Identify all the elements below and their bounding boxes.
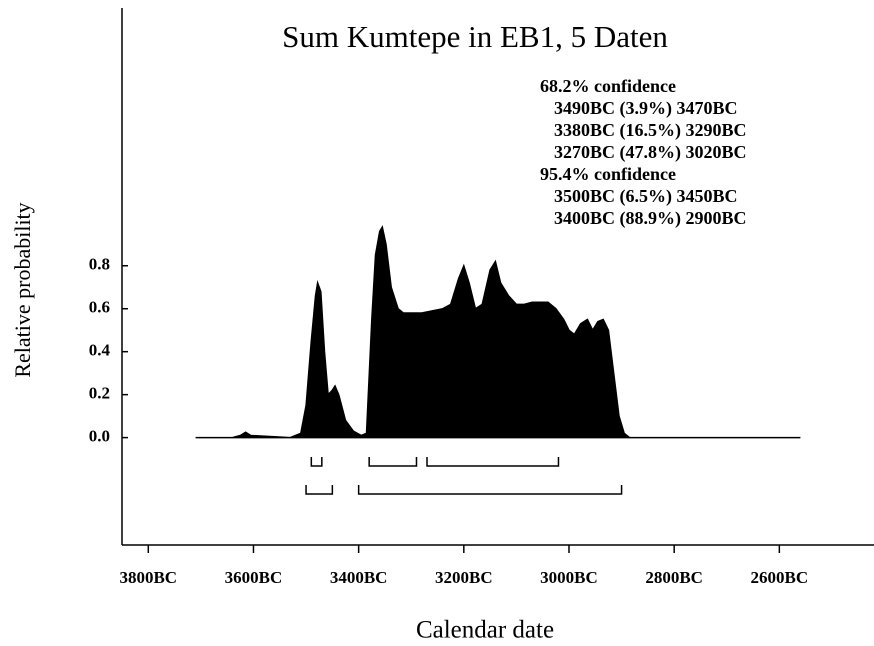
range-bracket	[426, 457, 560, 467]
confidence-range: 3400BC (88.9%) 2900BC	[554, 208, 747, 229]
x-tick-label: 3600BC	[225, 568, 283, 587]
y-tick-label: 0.8	[89, 255, 110, 274]
x-tick-label: 3800BC	[119, 568, 177, 587]
confidence-range: 3490BC (3.9%) 3470BC	[554, 98, 738, 119]
y-tick-label: 0.0	[89, 427, 110, 446]
range-bracket	[357, 485, 623, 495]
x-tick-label: 3000BC	[540, 568, 598, 587]
chart-title: Sum Kumtepe in EB1, 5 Daten	[282, 19, 668, 54]
x-axis-label: Calendar date	[416, 617, 554, 644]
x-tick-label: 3200BC	[435, 568, 493, 587]
confidence-range: 3380BC (16.5%) 3290BC	[554, 120, 747, 141]
x-tick-label: 3400BC	[330, 568, 388, 587]
y-tick-label: 0.2	[89, 384, 110, 403]
x-tick-label: 2600BC	[751, 568, 809, 587]
range-bracket	[368, 457, 418, 467]
range-bracket	[305, 485, 334, 495]
confidence-heading: 95.4% confidence	[540, 164, 676, 184]
y-tick-label: 0.4	[89, 341, 111, 360]
confidence-range: 3270BC (47.8%) 3020BC	[554, 142, 747, 163]
probability-area	[195, 225, 801, 439]
range-bracket	[310, 457, 323, 467]
x-tick-label: 2800BC	[645, 568, 703, 587]
y-tick-label: 0.6	[89, 298, 110, 317]
confidence-heading: 68.2% confidence	[540, 76, 676, 96]
confidence-range: 3500BC (6.5%) 3450BC	[554, 186, 738, 207]
y-axis-label: Relative probability	[10, 202, 35, 377]
